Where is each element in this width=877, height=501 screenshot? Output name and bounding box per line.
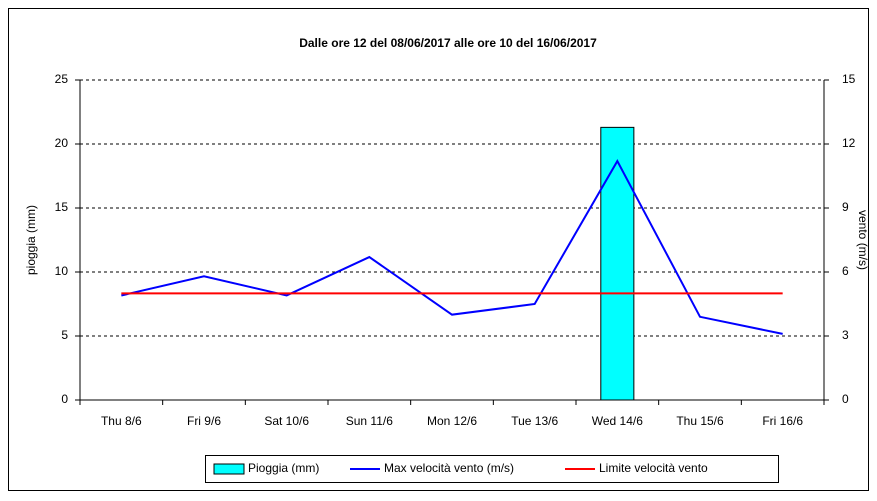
y-axis-label: pioggia (mm) [24, 205, 38, 275]
legend-box [205, 455, 779, 483]
legend-label: Max velocità vento (m/s) [384, 461, 514, 475]
x-tick-label: Fri 9/6 [187, 414, 221, 428]
y-tick-label: 25 [55, 72, 69, 86]
x-tick-label: Sat 10/6 [264, 414, 309, 428]
y2-axis-label: vento (m/s) [856, 210, 870, 270]
bar [600, 126, 635, 401]
y2-tick-label: 3 [842, 328, 849, 342]
y-tick-label: 10 [55, 264, 69, 278]
line [121, 159, 783, 335]
chart-title: Dalle ore 12 del 08/06/2017 alle ore 10 … [299, 36, 597, 50]
y-tick-label: 15 [55, 200, 69, 214]
legend-swatch [213, 463, 245, 475]
y-tick-label: 5 [61, 328, 68, 342]
chart-frame [8, 8, 869, 491]
y2-tick-label: 0 [842, 392, 849, 406]
y2-tick-label: 15 [842, 72, 856, 86]
x-tick-label: Thu 8/6 [101, 414, 142, 428]
y-tick-label: 0 [61, 392, 68, 406]
legend-label: Limite velocità vento [599, 461, 708, 475]
y2-tick-label: 9 [842, 200, 849, 214]
x-tick-label: Mon 12/6 [427, 414, 477, 428]
x-tick-label: Tue 13/6 [511, 414, 558, 428]
x-tick-label: Sun 11/6 [346, 414, 393, 428]
legend-label: Pioggia (mm) [248, 461, 319, 475]
x-tick-label: Fri 16/6 [762, 414, 803, 428]
x-tick-label: Thu 15/6 [676, 414, 724, 428]
y2-tick-label: 6 [842, 264, 849, 278]
x-tick-label: Wed 14/6 [592, 414, 643, 428]
y-tick-label: 20 [55, 136, 69, 150]
y2-tick-label: 12 [842, 136, 856, 150]
